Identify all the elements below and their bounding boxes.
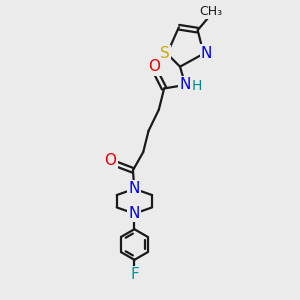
Text: O: O xyxy=(148,59,160,74)
Text: N: N xyxy=(129,182,140,196)
Text: N: N xyxy=(201,46,212,61)
Text: CH₃: CH₃ xyxy=(199,5,222,18)
Text: S: S xyxy=(160,46,169,61)
Text: F: F xyxy=(130,267,139,282)
Text: O: O xyxy=(104,153,116,168)
Text: N: N xyxy=(180,77,191,92)
Text: H: H xyxy=(191,80,202,93)
Text: N: N xyxy=(129,206,140,221)
